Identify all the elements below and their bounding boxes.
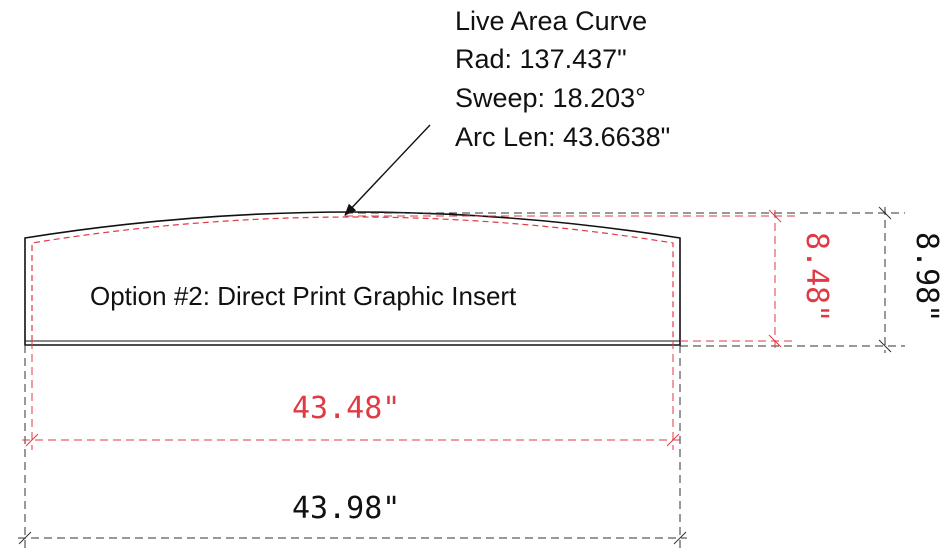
callout-leader-arrow xyxy=(344,124,431,216)
overall-height-dimension xyxy=(878,206,892,353)
callout-title: Live Area Curve xyxy=(455,6,647,36)
overall-height-text: 8.98" xyxy=(909,232,944,322)
callout-radius: Rad: 137.437" xyxy=(455,44,627,74)
live-height-text: 8.48" xyxy=(799,232,834,322)
insert-outline xyxy=(24,211,681,346)
insert-label: Option #2: Direct Print Graphic Insert xyxy=(90,281,517,311)
live-width-text: 43.48" xyxy=(292,391,400,426)
live-width-dimension xyxy=(22,433,683,447)
callout-sweep: Sweep: 18.203° xyxy=(455,83,646,113)
callout-arc-length: Arc Len: 43.6638" xyxy=(455,122,670,152)
live-area-outline xyxy=(31,216,674,341)
overall-width-dimension xyxy=(18,531,687,545)
overall-width-text: 43.98" xyxy=(292,491,400,526)
live-height-dimension xyxy=(768,209,782,350)
